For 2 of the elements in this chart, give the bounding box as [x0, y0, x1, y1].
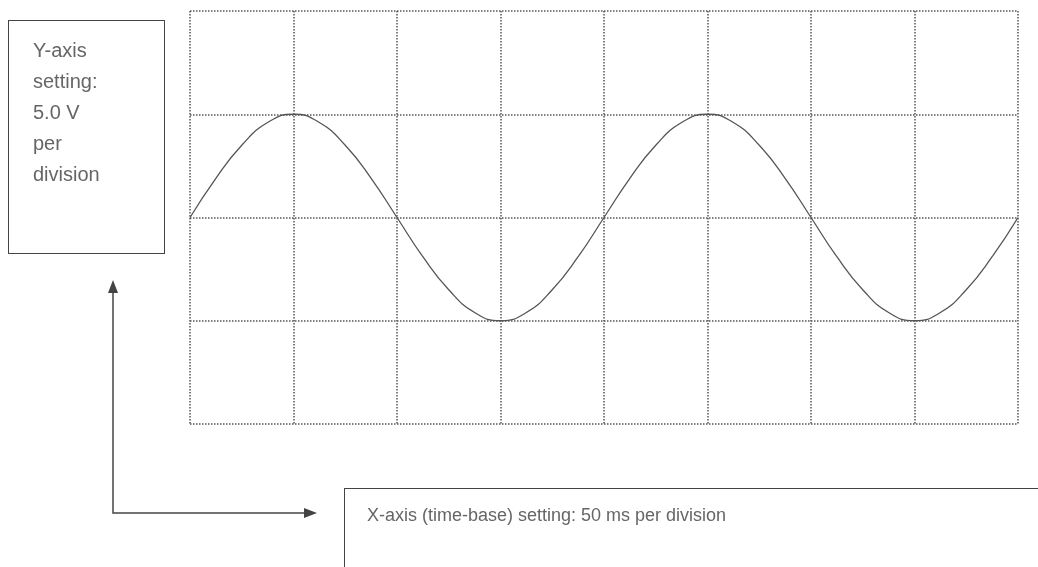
- text: Y-axis setting: 5.0 V per division: [8, 20, 165, 254]
- text: X-axis (time-base) setting: 50 ms per division: [344, 488, 1038, 567]
